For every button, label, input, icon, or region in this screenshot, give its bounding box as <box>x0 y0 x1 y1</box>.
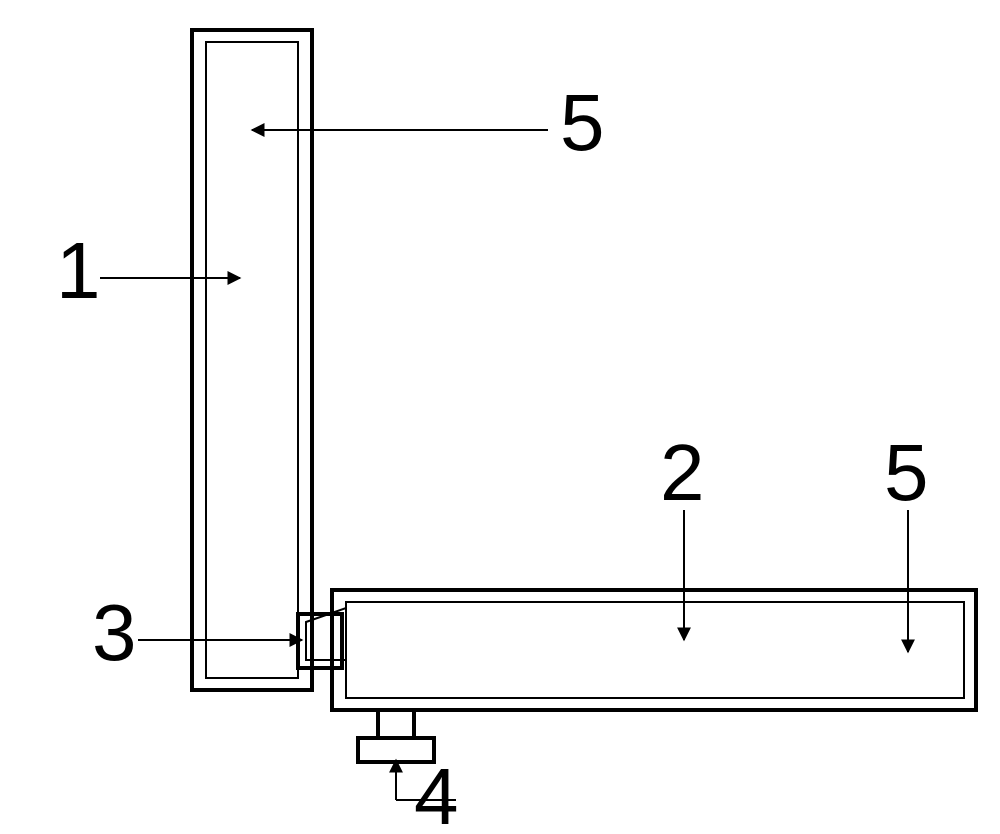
label-5-top: 5 <box>560 78 605 167</box>
label-2: 2 <box>660 428 705 517</box>
technical-diagram: 1 5 2 5 3 4 <box>0 0 1000 834</box>
horizontal-part-outer <box>332 590 976 710</box>
label-3: 3 <box>92 588 137 677</box>
foot-stem <box>378 710 414 738</box>
label-4: 4 <box>414 752 459 834</box>
vertical-part-inner <box>206 42 298 678</box>
horizontal-part-inner <box>346 602 964 698</box>
label-5-right: 5 <box>884 428 929 517</box>
label-1: 1 <box>56 226 101 315</box>
